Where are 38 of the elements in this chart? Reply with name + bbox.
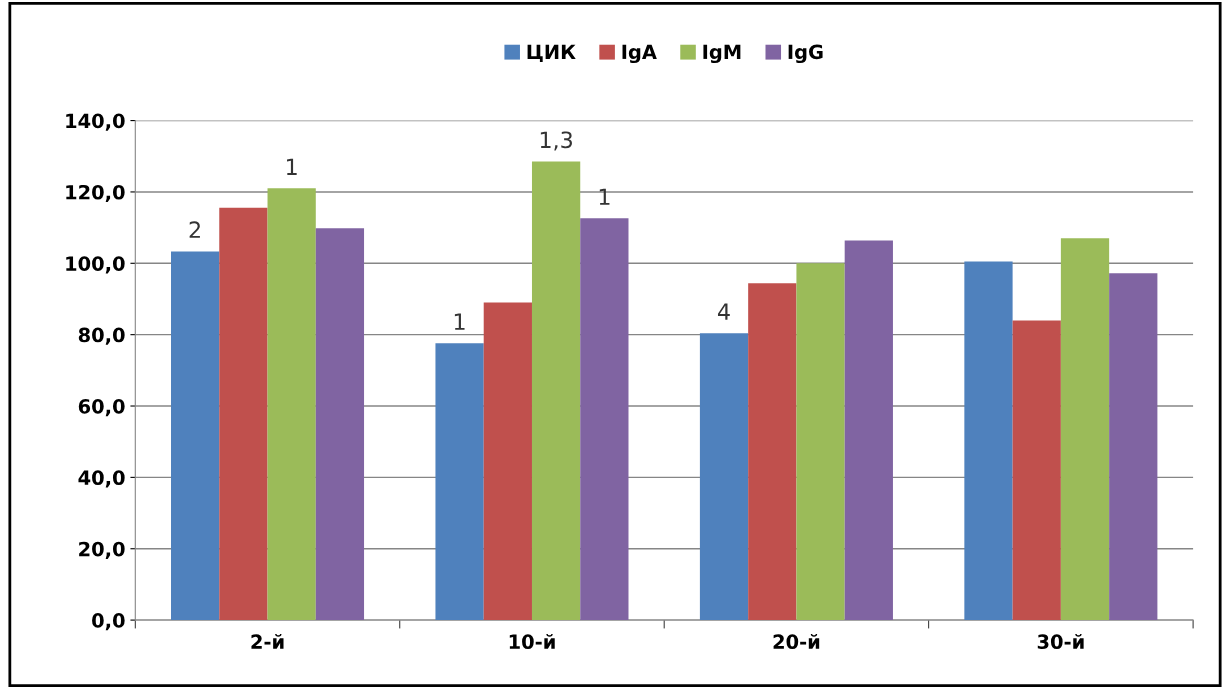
bar	[1012, 320, 1061, 621]
x-tick-label: 20-й	[773, 633, 820, 650]
bar	[699, 333, 749, 621]
bar	[219, 207, 268, 621]
bar	[796, 263, 845, 621]
annotation: 1	[454, 313, 465, 330]
bar	[531, 161, 581, 621]
y-tick-label: 40,0	[78, 470, 125, 488]
bar	[580, 218, 629, 621]
y-tick-label: 0,0	[92, 613, 125, 631]
x-tick-label: 2-й	[251, 633, 284, 649]
legend-label: ЦИК	[527, 44, 576, 62]
annotation: 1	[287, 158, 297, 175]
bar	[483, 302, 532, 621]
legend-label: IgM	[703, 44, 741, 64]
bar	[1109, 273, 1158, 621]
bar	[171, 251, 220, 621]
legend-label: IgA	[622, 44, 657, 64]
y-tick-label: 120,0	[66, 184, 125, 203]
annotation: 2	[189, 221, 200, 238]
bar	[964, 261, 1013, 621]
y-tick-label: 20,0	[79, 541, 125, 559]
bar	[748, 283, 797, 621]
y-tick-label: 60,0	[78, 398, 125, 417]
legend-label: IgG	[788, 44, 823, 64]
annotation: 4	[717, 303, 730, 320]
y-tick-label: 100,0	[66, 256, 125, 274]
annotation: 1	[599, 188, 610, 205]
bar	[1060, 238, 1110, 621]
y-tick-label: 140,0	[66, 113, 125, 131]
bar	[315, 228, 365, 621]
bar	[435, 343, 484, 621]
y-tick-label: 80,0	[78, 327, 125, 345]
x-tick-label: 30-й	[1037, 633, 1084, 650]
bar	[844, 240, 893, 621]
annotation: 1,3	[540, 131, 572, 151]
x-tick-label: 10-й	[509, 633, 555, 650]
bar	[267, 188, 316, 621]
